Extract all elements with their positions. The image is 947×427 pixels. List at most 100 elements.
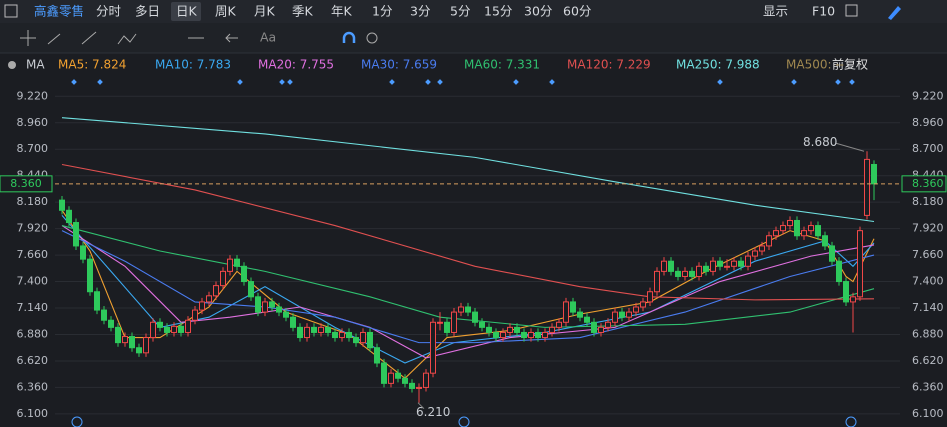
legend-entry: MA5: 7.824 — [58, 58, 126, 72]
period-tab[interactable]: 60分 — [563, 4, 591, 19]
candle-body — [73, 222, 79, 247]
legend-entry: MA30: 7.659 — [361, 58, 437, 72]
candle-body — [283, 311, 289, 318]
candle-body — [773, 230, 779, 237]
candle-body — [255, 296, 261, 313]
adjust[interactable]: 前复权 — [832, 57, 868, 72]
candle-body — [80, 245, 86, 260]
legend-entry: MA20: 7.755 — [258, 58, 334, 72]
candle-body — [227, 258, 233, 272]
period-tab[interactable]: 月K — [254, 4, 276, 19]
candle-body — [556, 321, 562, 328]
period-tab[interactable]: 15分 — [484, 4, 512, 19]
y2-tick-label: 6.100 — [912, 407, 944, 420]
candle-body — [465, 306, 471, 313]
candle-body — [206, 295, 212, 303]
text-tool[interactable]: Aa — [260, 30, 276, 45]
low-label: 6.210 — [416, 405, 450, 419]
period-tab[interactable]: 年K — [331, 4, 353, 19]
legend-entry: MA120: 7.229 — [567, 58, 651, 72]
display-menu[interactable]: 显示 — [763, 4, 788, 19]
candle-body — [738, 260, 744, 267]
candle-body — [444, 321, 450, 333]
candle-body — [241, 265, 247, 283]
indicator[interactable]: MA — [26, 58, 45, 72]
period-tab[interactable]: 多日 — [135, 4, 160, 19]
period-tab[interactable]: 季K — [292, 4, 314, 19]
candle-body — [507, 326, 513, 333]
ma-line — [61, 117, 875, 223]
cross-tool[interactable] — [20, 30, 36, 46]
period-tab[interactable]: 30分 — [524, 4, 552, 19]
high-label: 8.680 — [803, 135, 837, 149]
candle-body — [535, 331, 541, 339]
candle-body — [591, 321, 597, 333]
period-tab[interactable]: 3分 — [410, 4, 430, 19]
candle-body — [178, 325, 184, 333]
ma-line — [61, 163, 875, 301]
eye-tool[interactable] — [366, 32, 378, 44]
period-tab[interactable]: 分时 — [96, 4, 122, 19]
candle-body — [150, 321, 156, 339]
candle-body — [136, 347, 142, 354]
candle-body — [675, 270, 681, 277]
candle-body — [605, 321, 611, 328]
candle-body — [766, 235, 772, 247]
y-tick-label: 7.660 — [17, 248, 49, 261]
y-tick-label: 7.400 — [17, 275, 49, 288]
f10-button[interactable]: F10 — [812, 4, 835, 19]
y-tick-label: 7.920 — [17, 222, 49, 235]
candle-body — [220, 270, 226, 287]
candle-body — [514, 326, 520, 333]
candle-body — [290, 316, 296, 328]
stock-name[interactable]: 高鑫零售 — [34, 4, 84, 19]
candle-body — [822, 235, 828, 247]
candle-body — [717, 260, 723, 267]
candle-body — [395, 372, 401, 379]
candle-body — [633, 306, 639, 313]
period-tab[interactable]: 5分 — [450, 4, 470, 19]
candle-body — [66, 209, 72, 224]
candle-body — [185, 319, 191, 333]
candle-body — [479, 321, 485, 328]
candle-body — [647, 291, 653, 303]
period-tab[interactable]: 周K — [215, 4, 237, 19]
candle-body — [115, 326, 121, 344]
candle-body — [318, 326, 324, 333]
candle-body — [59, 199, 65, 211]
high-pointer — [835, 142, 865, 152]
period-selected — [171, 2, 201, 21]
period-tab[interactable]: 日K — [176, 4, 198, 19]
candle-body — [192, 309, 198, 321]
candle-body — [745, 255, 751, 267]
candle-body — [388, 372, 394, 384]
candle-body — [311, 326, 317, 333]
candle-body — [871, 163, 877, 185]
ma-line — [61, 225, 875, 359]
candle-body — [374, 347, 380, 364]
y-tick-label: 6.100 — [17, 407, 49, 420]
candle-body — [598, 326, 604, 333]
candle-body — [262, 301, 268, 313]
candle-body — [493, 331, 499, 339]
magnet-tool[interactable] — [342, 31, 356, 43]
collapse-icon[interactable] — [8, 61, 16, 69]
checkbox[interactable] — [845, 4, 858, 17]
candle-body — [430, 321, 436, 374]
candle-body — [696, 265, 702, 277]
candle-body — [360, 331, 366, 344]
period-tab[interactable]: 1分 — [372, 4, 392, 19]
draw-tools[interactable] — [47, 31, 238, 45]
candle-body — [451, 311, 457, 333]
candle-body — [402, 377, 408, 384]
icon[interactable] — [4, 4, 18, 18]
pen-icon[interactable] — [888, 6, 901, 20]
candle-body — [829, 245, 835, 262]
candle-body — [199, 301, 205, 311]
candle-body — [381, 362, 387, 384]
candle-body — [458, 306, 464, 313]
candle-body — [101, 309, 107, 321]
candle-body — [612, 311, 618, 323]
legend-entry: MA10: 7.783 — [155, 58, 231, 72]
